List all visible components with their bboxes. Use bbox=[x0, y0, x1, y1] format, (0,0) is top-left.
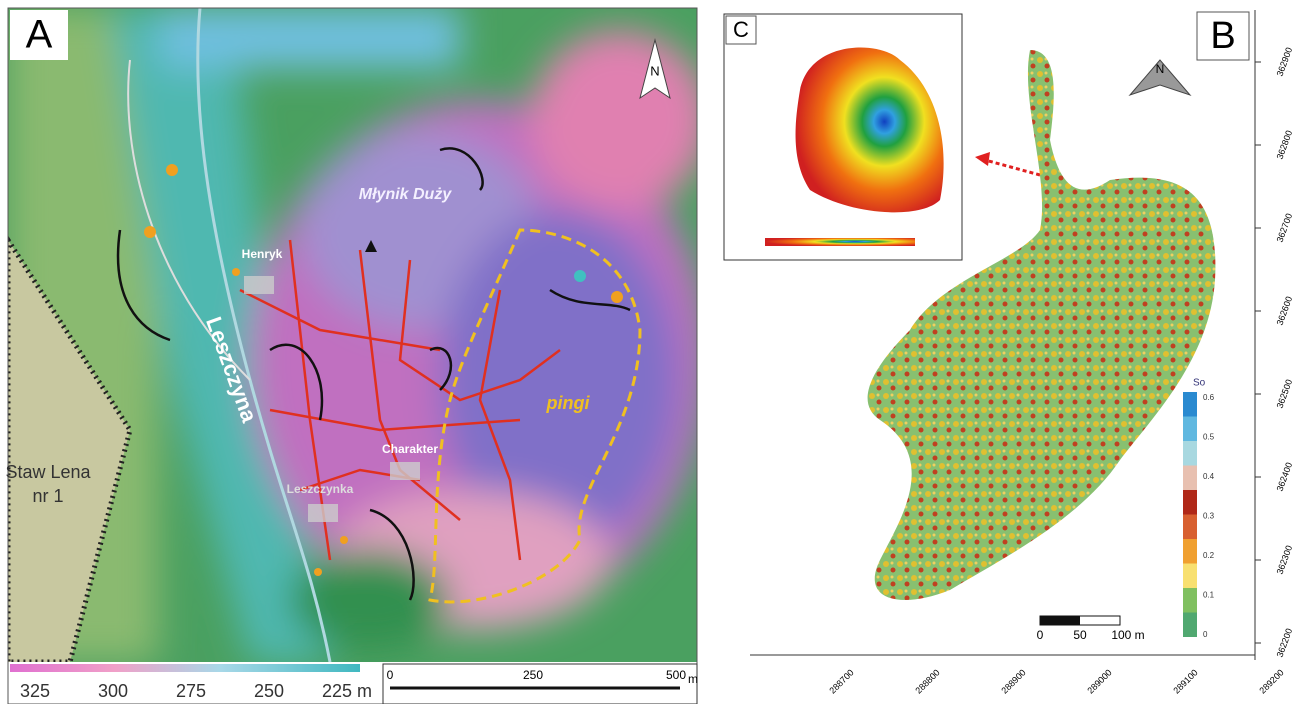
x-tick-label: 289000 bbox=[1085, 667, 1113, 695]
scale-unit: m bbox=[688, 672, 698, 686]
north-label: N bbox=[1156, 62, 1165, 76]
legend-label: 0.4 bbox=[1203, 472, 1215, 481]
y-tick-label: 362900 bbox=[1275, 46, 1295, 78]
x-tick-label: 288700 bbox=[827, 667, 855, 695]
scale-label: 500 bbox=[666, 668, 686, 682]
legend-swatch bbox=[1183, 515, 1197, 540]
place-label: Henryk bbox=[242, 247, 283, 261]
legend-swatch bbox=[1183, 466, 1197, 491]
place-label: Staw Lena bbox=[5, 462, 91, 482]
scale-label: 0 bbox=[387, 668, 394, 682]
color-bar-label: 250 bbox=[254, 681, 284, 701]
y-tick-label: 362700 bbox=[1275, 212, 1295, 244]
y-tick-label: 362600 bbox=[1275, 295, 1295, 327]
legend-swatch bbox=[1183, 490, 1197, 515]
place-label: Charakter bbox=[382, 442, 438, 456]
place-label: Młynik Duży bbox=[359, 186, 453, 203]
legend-label: 0.2 bbox=[1203, 551, 1215, 560]
place-label: pingi bbox=[546, 393, 591, 413]
color-bar bbox=[10, 664, 360, 672]
legend-label: 0.3 bbox=[1203, 512, 1215, 521]
x-tick-label: 289200 bbox=[1257, 667, 1285, 695]
legend-label: 0.6 bbox=[1203, 393, 1215, 402]
color-bar-label: 325 bbox=[20, 681, 50, 701]
panel-a-map bbox=[8, 8, 710, 662]
x-tick-label: 288900 bbox=[999, 667, 1027, 695]
y-tick-label: 362800 bbox=[1275, 129, 1295, 161]
legend-swatch bbox=[1183, 588, 1197, 613]
y-tick-label: 362500 bbox=[1275, 378, 1295, 410]
inset-arrow bbox=[985, 160, 1040, 175]
figure: A N Młynik Duży Henryk Leszczyna Charakt… bbox=[0, 0, 1309, 704]
place-label: Leszczynka bbox=[287, 482, 354, 496]
legend-swatch bbox=[1183, 417, 1197, 442]
scale-label: 250 bbox=[523, 668, 543, 682]
panel-label: A bbox=[26, 13, 53, 57]
scale-bar-fill bbox=[1040, 616, 1080, 625]
color-bar-label: 275 bbox=[176, 681, 206, 701]
y-tick-label: 362300 bbox=[1275, 544, 1295, 576]
scale-label: 50 bbox=[1073, 628, 1087, 642]
y-tick-label: 362400 bbox=[1275, 461, 1295, 493]
inset-legend bbox=[765, 238, 915, 246]
scale-label: 100 m bbox=[1111, 628, 1144, 642]
legend-label: 0 bbox=[1203, 630, 1208, 639]
inset-label: C bbox=[733, 17, 749, 42]
legend-swatch bbox=[1183, 441, 1197, 466]
panel-label: B bbox=[1210, 15, 1235, 57]
legend-swatch bbox=[1183, 564, 1197, 589]
scale-label: 0 bbox=[1037, 628, 1044, 642]
place-label: nr 1 bbox=[32, 486, 63, 506]
y-tick-label: 362200 bbox=[1275, 627, 1295, 659]
x-tick-label: 289100 bbox=[1171, 667, 1199, 695]
color-bar-label: 225 m bbox=[322, 681, 372, 701]
legend-swatch bbox=[1183, 392, 1197, 417]
legend-label: 0.1 bbox=[1203, 591, 1215, 600]
inset-arrowhead bbox=[975, 152, 990, 166]
color-bar-label: 300 bbox=[98, 681, 128, 701]
north-label: N bbox=[650, 63, 659, 78]
x-tick-label: 288800 bbox=[913, 667, 941, 695]
legend-title: So bbox=[1193, 378, 1206, 389]
legend-swatch bbox=[1183, 539, 1197, 564]
legend-label: 0.5 bbox=[1203, 433, 1215, 442]
legend-swatch bbox=[1183, 613, 1197, 638]
